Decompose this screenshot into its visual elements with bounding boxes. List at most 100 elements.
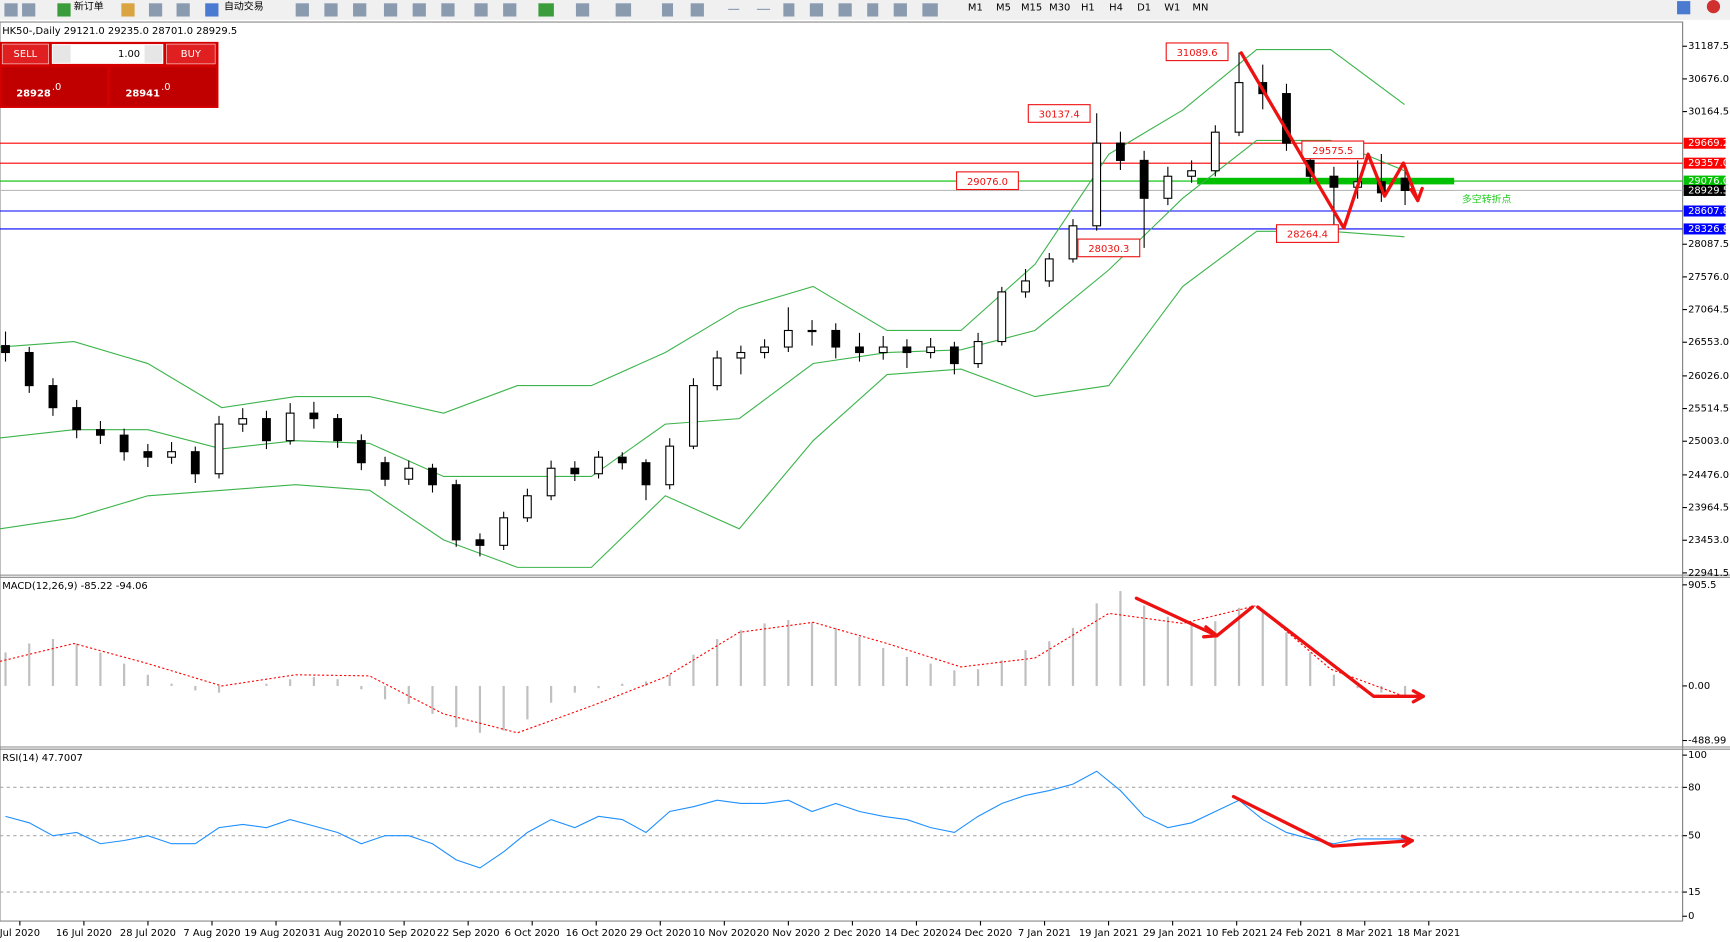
x-tick-label: 19 Jan 2021 <box>1079 928 1138 939</box>
toolbar-new-order[interactable]: 新订单 <box>74 0 104 13</box>
icon[interactable] <box>4 3 18 17</box>
x-tick-label: 7 Aug 2020 <box>183 928 240 939</box>
level-label: 29357.0 <box>1688 158 1729 169</box>
icon[interactable] <box>538 3 554 17</box>
macd-bar <box>383 685 387 700</box>
timeframe-button[interactable]: M30 <box>1049 3 1070 14</box>
icon[interactable] <box>205 3 219 17</box>
macd-arrows <box>1134 596 1425 698</box>
candle-body <box>949 346 959 365</box>
sell-label[interactable]: SELL <box>14 49 38 60</box>
ask-box[interactable] <box>110 67 217 106</box>
icon[interactable] <box>922 3 938 17</box>
toolbar-auto-trading[interactable]: 自动交易 <box>224 0 264 13</box>
icon[interactable] <box>575 3 590 17</box>
icon[interactable] <box>57 3 71 17</box>
lot-value[interactable]: 1.00 <box>118 49 140 60</box>
timeframe-button[interactable]: M15 <box>1021 3 1042 14</box>
bid-frac[interactable]: .0 <box>52 82 61 93</box>
icon[interactable] <box>441 3 455 17</box>
macd-bar <box>858 636 861 686</box>
y-tick-label: 50 <box>1688 831 1701 842</box>
icon[interactable] <box>809 3 824 17</box>
icon[interactable] <box>615 3 632 17</box>
candle-body <box>1139 159 1149 199</box>
candle-body <box>1329 175 1339 188</box>
icon[interactable] <box>176 3 190 17</box>
macd-bar <box>573 685 576 693</box>
candle-body <box>475 539 485 546</box>
icon[interactable] <box>295 3 309 17</box>
icon[interactable] <box>503 3 517 17</box>
timeframe-button[interactable]: M5 <box>996 3 1011 14</box>
bid-box[interactable] <box>2 67 108 106</box>
candle-body <box>1163 175 1173 199</box>
annotation-box <box>1301 140 1365 160</box>
candle-body <box>356 440 366 464</box>
candle-body <box>1210 131 1220 172</box>
y-tick-label: 27064.5 <box>1688 305 1729 316</box>
level-label-bg <box>1683 184 1726 196</box>
timeframe-button[interactable]: M1 <box>968 3 983 14</box>
ask-main[interactable]: 28941 <box>125 89 160 100</box>
x-tick-label: 28 Jul 2020 <box>120 928 176 939</box>
icon[interactable] <box>728 8 740 10</box>
icon[interactable] <box>383 3 398 17</box>
icon[interactable] <box>1677 1 1691 15</box>
icon[interactable] <box>867 3 879 17</box>
macd-bar <box>217 685 221 693</box>
timeframe-button[interactable]: W1 <box>1164 3 1180 14</box>
sell-button[interactable] <box>1 43 49 65</box>
icon[interactable] <box>783 3 795 17</box>
rsi-arrows <box>1231 794 1414 848</box>
ask-frac[interactable]: .0 <box>161 82 170 93</box>
level-label: 29669.2 <box>1688 138 1729 149</box>
x-tick-label: 14 Dec 2020 <box>885 928 948 939</box>
x-tick-label: 10 Sep 2020 <box>373 928 436 939</box>
timeframe-button[interactable]: MN <box>1192 3 1208 14</box>
level-label: 28607.8 <box>1688 206 1729 217</box>
annotation: 28264.4 <box>1287 230 1328 241</box>
x-tick-label: 10 Feb 2021 <box>1206 928 1268 939</box>
timeframe-button[interactable]: D1 <box>1137 3 1151 14</box>
y-tick-label: 30164.5 <box>1688 107 1729 118</box>
buy-button[interactable] <box>166 43 216 65</box>
bid-main[interactable]: 28928 <box>16 89 51 100</box>
timeframe-button[interactable]: H4 <box>1109 3 1123 14</box>
icon[interactable] <box>121 3 135 17</box>
x-tick-label: 24 Dec 2020 <box>949 928 1012 939</box>
icon[interactable] <box>324 3 338 17</box>
macd-bar <box>1000 660 1003 686</box>
lot-down[interactable] <box>52 45 71 63</box>
lot-up[interactable] <box>144 45 163 63</box>
candle-body <box>1116 142 1125 161</box>
timeframe-button[interactable]: H1 <box>1081 3 1095 14</box>
lot-input[interactable] <box>51 44 164 64</box>
bollinger-band <box>0 48 1405 414</box>
candle-body <box>1092 142 1102 227</box>
level-label-bg <box>1683 157 1726 169</box>
macd-bar <box>1071 627 1075 686</box>
macd-bar <box>1214 621 1217 686</box>
icon[interactable] <box>353 3 367 17</box>
icon[interactable] <box>1706 0 1721 14</box>
icon[interactable] <box>838 3 852 17</box>
macd-bar <box>597 685 600 689</box>
icon[interactable] <box>893 3 907 17</box>
candle-body <box>48 385 58 409</box>
buy-label[interactable]: BUY <box>181 49 202 60</box>
icon[interactable] <box>412 3 426 17</box>
y-tick-label: 26026.0 <box>1688 371 1729 382</box>
icon[interactable] <box>148 3 163 17</box>
macd-bar <box>882 647 885 686</box>
drawn-arrows <box>1134 51 1425 848</box>
icon[interactable] <box>22 3 36 17</box>
candle-body <box>760 346 770 354</box>
macd-bar <box>99 652 102 686</box>
icon[interactable] <box>756 8 771 10</box>
icon[interactable] <box>690 3 704 17</box>
x-tick-label: 24 Feb 2021 <box>1270 928 1332 939</box>
icon[interactable] <box>474 3 488 17</box>
icon[interactable] <box>661 3 674 17</box>
